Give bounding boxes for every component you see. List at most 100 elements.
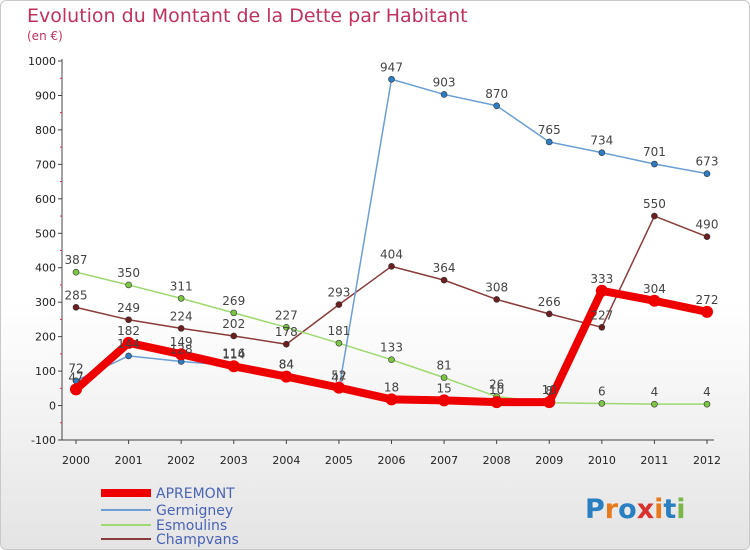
- data-point: [283, 324, 290, 331]
- data-label: 285: [65, 288, 88, 302]
- y-tick-label: 600: [35, 193, 56, 206]
- data-label: 765: [538, 123, 561, 137]
- data-point: [545, 310, 553, 318]
- data-label: 52: [331, 369, 346, 383]
- x-tick-label: 2003: [220, 454, 248, 467]
- legend-label: Germigney: [156, 503, 233, 519]
- legend-label: Champvans: [156, 532, 239, 548]
- data-point: [335, 301, 343, 308]
- data-label: 701: [643, 145, 666, 159]
- x-tick-label: 2012: [693, 454, 721, 467]
- data-label: 4: [651, 385, 659, 399]
- data-label: 26: [489, 378, 504, 392]
- data-label: 47: [331, 370, 346, 384]
- data-point: [703, 400, 711, 408]
- data-point: [388, 75, 395, 83]
- x-tick-label: 2008: [483, 454, 511, 467]
- data-label: 387: [65, 253, 88, 267]
- data-point: [280, 370, 293, 383]
- data-point: [177, 325, 185, 332]
- chart-title: Evolution du Montant de la Dette par Hab…: [27, 5, 468, 27]
- data-point: [598, 324, 606, 331]
- data-point: [72, 268, 80, 276]
- data-point: [385, 393, 398, 406]
- data-label: 269: [222, 294, 245, 308]
- data-label: 304: [643, 282, 666, 296]
- data-label: 182: [117, 324, 140, 338]
- data-label: 249: [117, 301, 140, 315]
- y-tick-label: 500: [35, 227, 56, 240]
- data-label: 144: [117, 337, 140, 351]
- data-point: [230, 332, 238, 340]
- data-label: 266: [538, 295, 561, 309]
- data-point: [122, 336, 135, 349]
- data-label: 272: [696, 293, 719, 307]
- data-label: 202: [222, 317, 245, 331]
- data-label: 15: [436, 381, 451, 395]
- data-label: 903: [433, 75, 456, 89]
- data-label: 311: [170, 279, 193, 293]
- data-point: [388, 356, 395, 364]
- data-point: [283, 340, 290, 348]
- chart-subtitle: (en €): [27, 29, 63, 43]
- x-tick-label: 2009: [535, 454, 563, 467]
- data-point: [125, 316, 132, 324]
- y-tick-label: 800: [35, 124, 56, 137]
- data-point: [545, 138, 553, 146]
- data-point: [598, 400, 606, 407]
- data-label: 114: [222, 347, 245, 361]
- data-label: 178: [275, 325, 298, 339]
- data-label: 4: [703, 385, 711, 399]
- data-label: 224: [170, 309, 193, 323]
- y-tick-label: 700: [35, 158, 56, 171]
- data-point: [227, 360, 240, 373]
- data-point: [440, 276, 448, 284]
- data-label: 181: [327, 324, 350, 338]
- data-label: 350: [117, 266, 140, 280]
- data-label: 84: [279, 358, 294, 372]
- data-label: 72: [68, 362, 83, 376]
- data-point: [440, 374, 448, 381]
- data-label: 947: [380, 60, 403, 74]
- logo-text: Proxiti: [585, 494, 686, 525]
- y-tick-label: 1000: [28, 55, 56, 68]
- data-label: 550: [643, 197, 666, 211]
- y-tick-label: 300: [35, 296, 56, 309]
- data-point: [72, 304, 80, 311]
- data-point: [177, 295, 185, 302]
- x-tick-label: 2011: [640, 454, 668, 467]
- data-label: 10: [542, 383, 557, 397]
- data-label: 404: [380, 247, 403, 261]
- x-tick-label: 2005: [325, 454, 353, 467]
- data-label: 128: [170, 342, 193, 356]
- data-point: [651, 400, 658, 408]
- x-tick-label: 2000: [62, 454, 90, 467]
- x-tick-label: 2006: [378, 454, 406, 467]
- data-label: 8: [545, 384, 553, 398]
- data-point: [703, 170, 711, 177]
- data-point: [332, 381, 345, 394]
- data-point: [335, 339, 343, 347]
- data-point: [230, 309, 238, 317]
- x-tick-label: 2001: [115, 454, 143, 467]
- data-label: 10: [489, 383, 504, 397]
- data-point: [125, 281, 132, 289]
- data-point: [175, 348, 188, 361]
- data-label: 6: [598, 384, 606, 398]
- y-tick-label: 200: [35, 331, 56, 344]
- axes: -100 0 100 200 300 400 500 600 700 800 900 1000 2000…: [28, 55, 721, 467]
- y-tick-label: 0: [49, 400, 56, 413]
- data-label: 734: [590, 134, 613, 148]
- y-tick-label: 900: [35, 89, 56, 102]
- y-tick-label: 400: [35, 262, 56, 275]
- x-tick-label: 2010: [588, 454, 616, 467]
- data-label: 116: [222, 347, 245, 361]
- data-point: [490, 396, 503, 409]
- x-tick-label: 2002: [167, 454, 195, 467]
- data-point: [651, 160, 658, 168]
- data-point: [703, 233, 711, 241]
- series-layer: [70, 75, 713, 409]
- y-tick-label: -100: [31, 434, 56, 447]
- y-tick-label: 100: [35, 365, 56, 378]
